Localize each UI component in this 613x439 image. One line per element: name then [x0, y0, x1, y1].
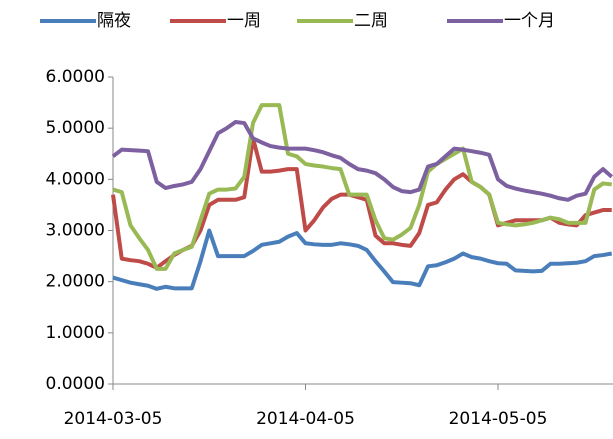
x-tick-label: 2014-04-05 [256, 409, 355, 429]
y-tick-label: 6.0000 [46, 67, 105, 87]
y-tick-label: 5.0000 [46, 118, 105, 138]
y-tick-label: 2.0000 [46, 272, 105, 292]
y-tick-label: 3.0000 [46, 221, 105, 241]
legend-label: 隔夜 [97, 11, 131, 31]
y-tick-label: 4.0000 [46, 169, 105, 189]
series-line [111, 120, 613, 202]
legend-label: 一个月 [504, 11, 555, 31]
y-tick-label: 0.0000 [46, 374, 105, 394]
series-line [112, 103, 612, 271]
y-tick-label: 1.0000 [46, 323, 105, 343]
x-tick-label: 2014-05-05 [449, 409, 548, 429]
series-line [112, 228, 613, 291]
legend-label: 二周 [354, 11, 388, 31]
legend-label: 一周 [227, 11, 261, 31]
x-tick-label: 2014-03-05 [64, 409, 163, 429]
